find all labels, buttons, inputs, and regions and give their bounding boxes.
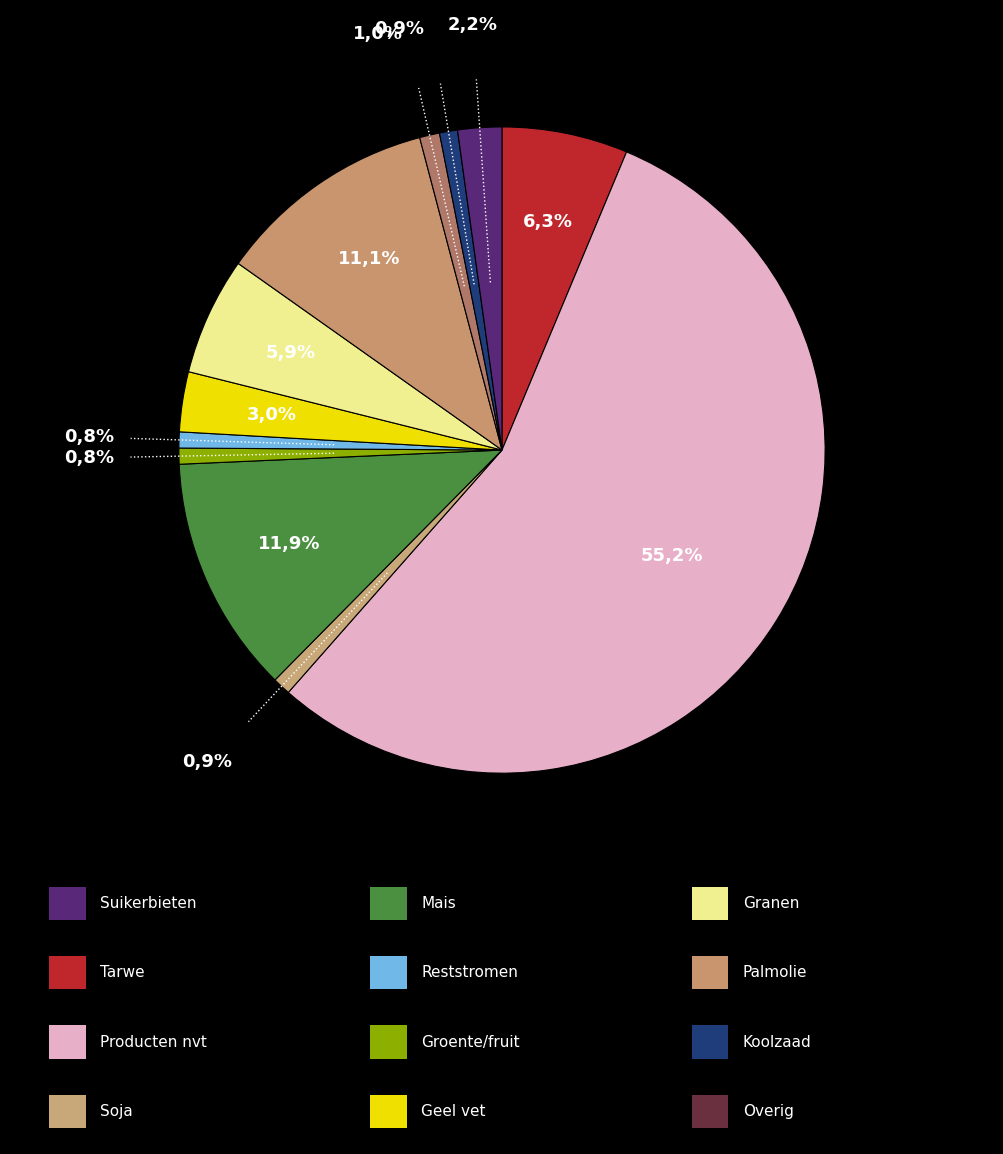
Text: Groente/fruit: Groente/fruit [421, 1035, 520, 1049]
Text: 11,9%: 11,9% [258, 535, 320, 554]
Text: Geel vet: Geel vet [421, 1104, 485, 1118]
Bar [691, 1026, 727, 1058]
Text: 6,3%: 6,3% [523, 213, 572, 231]
Bar [370, 887, 406, 920]
Text: 55,2%: 55,2% [640, 547, 702, 565]
Bar [691, 887, 727, 920]
Text: 2,2%: 2,2% [447, 15, 497, 33]
Text: 3,0%: 3,0% [247, 406, 297, 425]
Text: 0,8%: 0,8% [64, 428, 114, 445]
Text: Mais: Mais [421, 897, 455, 911]
Text: 1,0%: 1,0% [352, 25, 402, 44]
Text: Palmolie: Palmolie [742, 966, 806, 980]
Bar [49, 887, 85, 920]
Bar [691, 1095, 727, 1127]
Bar [49, 1026, 85, 1058]
Text: Koolzaad: Koolzaad [742, 1035, 810, 1049]
Wedge shape [457, 127, 502, 450]
Text: 0,8%: 0,8% [64, 449, 114, 467]
Bar [691, 957, 727, 989]
Bar [370, 1095, 406, 1127]
Wedge shape [189, 263, 502, 450]
Bar [370, 1026, 406, 1058]
Wedge shape [502, 127, 626, 450]
Wedge shape [179, 450, 502, 680]
Wedge shape [288, 152, 824, 773]
Text: 0,9%: 0,9% [374, 21, 424, 38]
Wedge shape [439, 130, 502, 450]
Bar [49, 1095, 85, 1127]
Text: Producten nvt: Producten nvt [100, 1035, 207, 1049]
Text: Tarwe: Tarwe [100, 966, 144, 980]
Text: Suikerbieten: Suikerbieten [100, 897, 197, 911]
Wedge shape [179, 432, 502, 450]
Wedge shape [238, 137, 502, 450]
Text: 11,1%: 11,1% [338, 250, 400, 268]
Wedge shape [275, 450, 502, 692]
Wedge shape [179, 448, 502, 464]
Bar [49, 957, 85, 989]
Text: 5,9%: 5,9% [266, 344, 315, 362]
Wedge shape [180, 372, 502, 450]
Bar [370, 957, 406, 989]
Text: Reststromen: Reststromen [421, 966, 518, 980]
Text: Granen: Granen [742, 897, 798, 911]
Text: Soja: Soja [100, 1104, 132, 1118]
Text: 0,9%: 0,9% [183, 752, 232, 771]
Text: Overig: Overig [742, 1104, 792, 1118]
Wedge shape [419, 133, 502, 450]
